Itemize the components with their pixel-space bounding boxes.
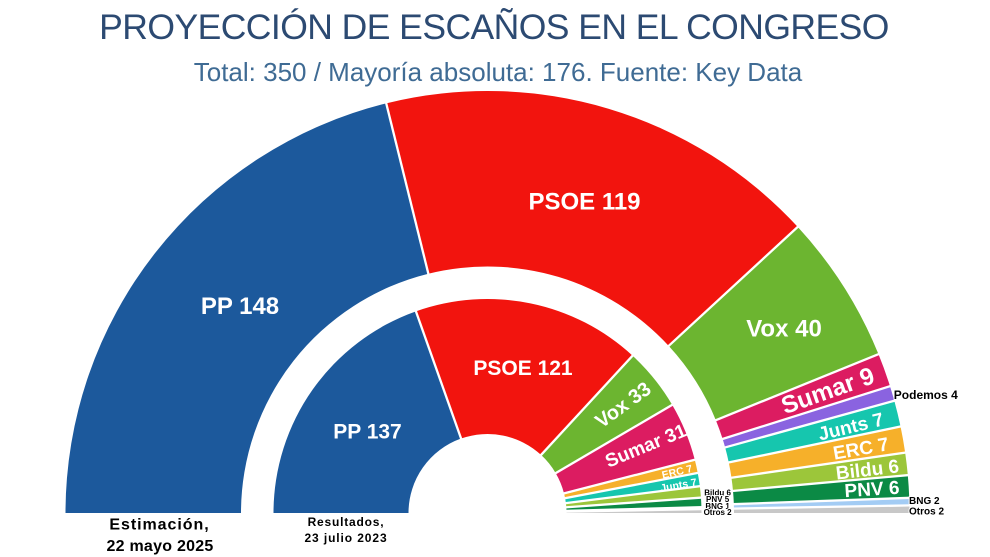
svg-text:Podemos 4: Podemos 4 — [894, 388, 958, 402]
svg-text:BNG 1: BNG 1 — [705, 502, 730, 511]
svg-text:Total: 350 / Mayoría absoluta:: Total: 350 / Mayoría absoluta: 176. Fuen… — [194, 57, 803, 87]
svg-text:PP 137: PP 137 — [333, 421, 402, 444]
svg-text:Vox 40: Vox 40 — [746, 316, 822, 343]
svg-text:Bildu 6: Bildu 6 — [704, 489, 731, 498]
svg-text:PSOE 119: PSOE 119 — [528, 189, 640, 216]
svg-text:PNV 5: PNV 5 — [706, 495, 730, 504]
svg-text:PNV 6: PNV 6 — [844, 478, 900, 502]
svg-text:PSOE 121: PSOE 121 — [473, 357, 573, 380]
svg-text:22 mayo 2025: 22 mayo 2025 — [106, 538, 213, 555]
svg-text:Otros 2: Otros 2 — [704, 508, 733, 517]
svg-text:PROYECCIÓN DE ESCAÑOS EN EL CO: PROYECCIÓN DE ESCAÑOS EN EL CONGRESO — [99, 7, 889, 47]
svg-text:Resultados,: Resultados, — [308, 515, 385, 529]
svg-text:PP 148: PP 148 — [201, 293, 279, 320]
svg-text:Otros 2: Otros 2 — [909, 506, 944, 517]
svg-text:Estimación,: Estimación, — [109, 517, 209, 534]
svg-text:BNG 2: BNG 2 — [909, 496, 940, 507]
svg-text:23 julio 2023: 23 julio 2023 — [304, 531, 387, 545]
